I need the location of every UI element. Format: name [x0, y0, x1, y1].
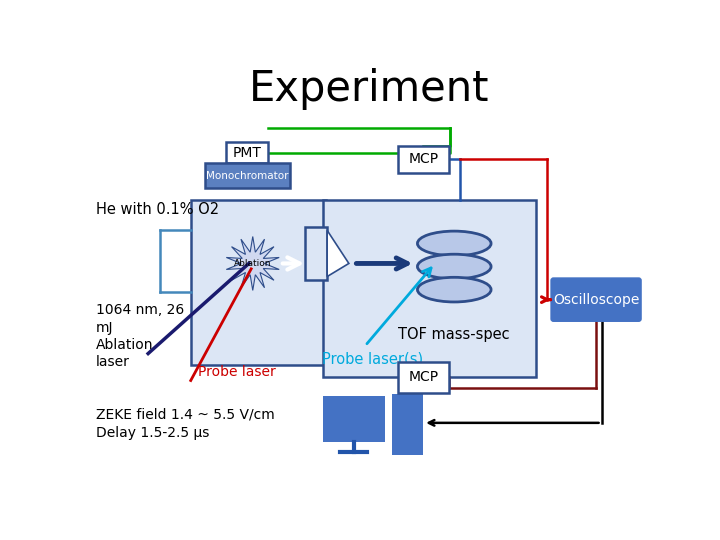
Text: Monochromator: Monochromator — [206, 171, 289, 181]
Text: Experiment: Experiment — [248, 69, 490, 111]
Text: Oscilloscope: Oscilloscope — [553, 293, 639, 307]
Bar — [191, 200, 326, 365]
Text: Probe laser: Probe laser — [199, 365, 276, 379]
FancyBboxPatch shape — [550, 278, 642, 322]
Text: He with 0.1% O2: He with 0.1% O2 — [96, 202, 220, 217]
Text: 1064 nm, 26
mJ
Ablation
laser: 1064 nm, 26 mJ Ablation laser — [96, 303, 184, 369]
Text: Ablation: Ablation — [234, 259, 271, 268]
Bar — [398, 146, 449, 173]
Polygon shape — [327, 231, 349, 276]
Bar — [204, 164, 290, 188]
Bar — [305, 226, 327, 280]
Ellipse shape — [418, 231, 491, 256]
Text: MCP: MCP — [408, 370, 438, 384]
Text: Probe laser(s): Probe laser(s) — [323, 351, 423, 366]
Bar — [225, 142, 269, 164]
Bar — [398, 362, 449, 393]
Bar — [323, 200, 536, 377]
Polygon shape — [226, 237, 279, 291]
Ellipse shape — [418, 278, 491, 302]
Ellipse shape — [418, 254, 491, 279]
Bar — [323, 396, 384, 442]
Text: ZEKE field 1.4 ~ 5.5 V/cm
Delay 1.5-2.5 μs: ZEKE field 1.4 ~ 5.5 V/cm Delay 1.5-2.5 … — [96, 408, 275, 440]
Text: MCP: MCP — [408, 152, 438, 166]
Bar — [392, 394, 423, 455]
Text: PMT: PMT — [233, 146, 261, 160]
Text: TOF mass-spec: TOF mass-spec — [398, 327, 510, 342]
